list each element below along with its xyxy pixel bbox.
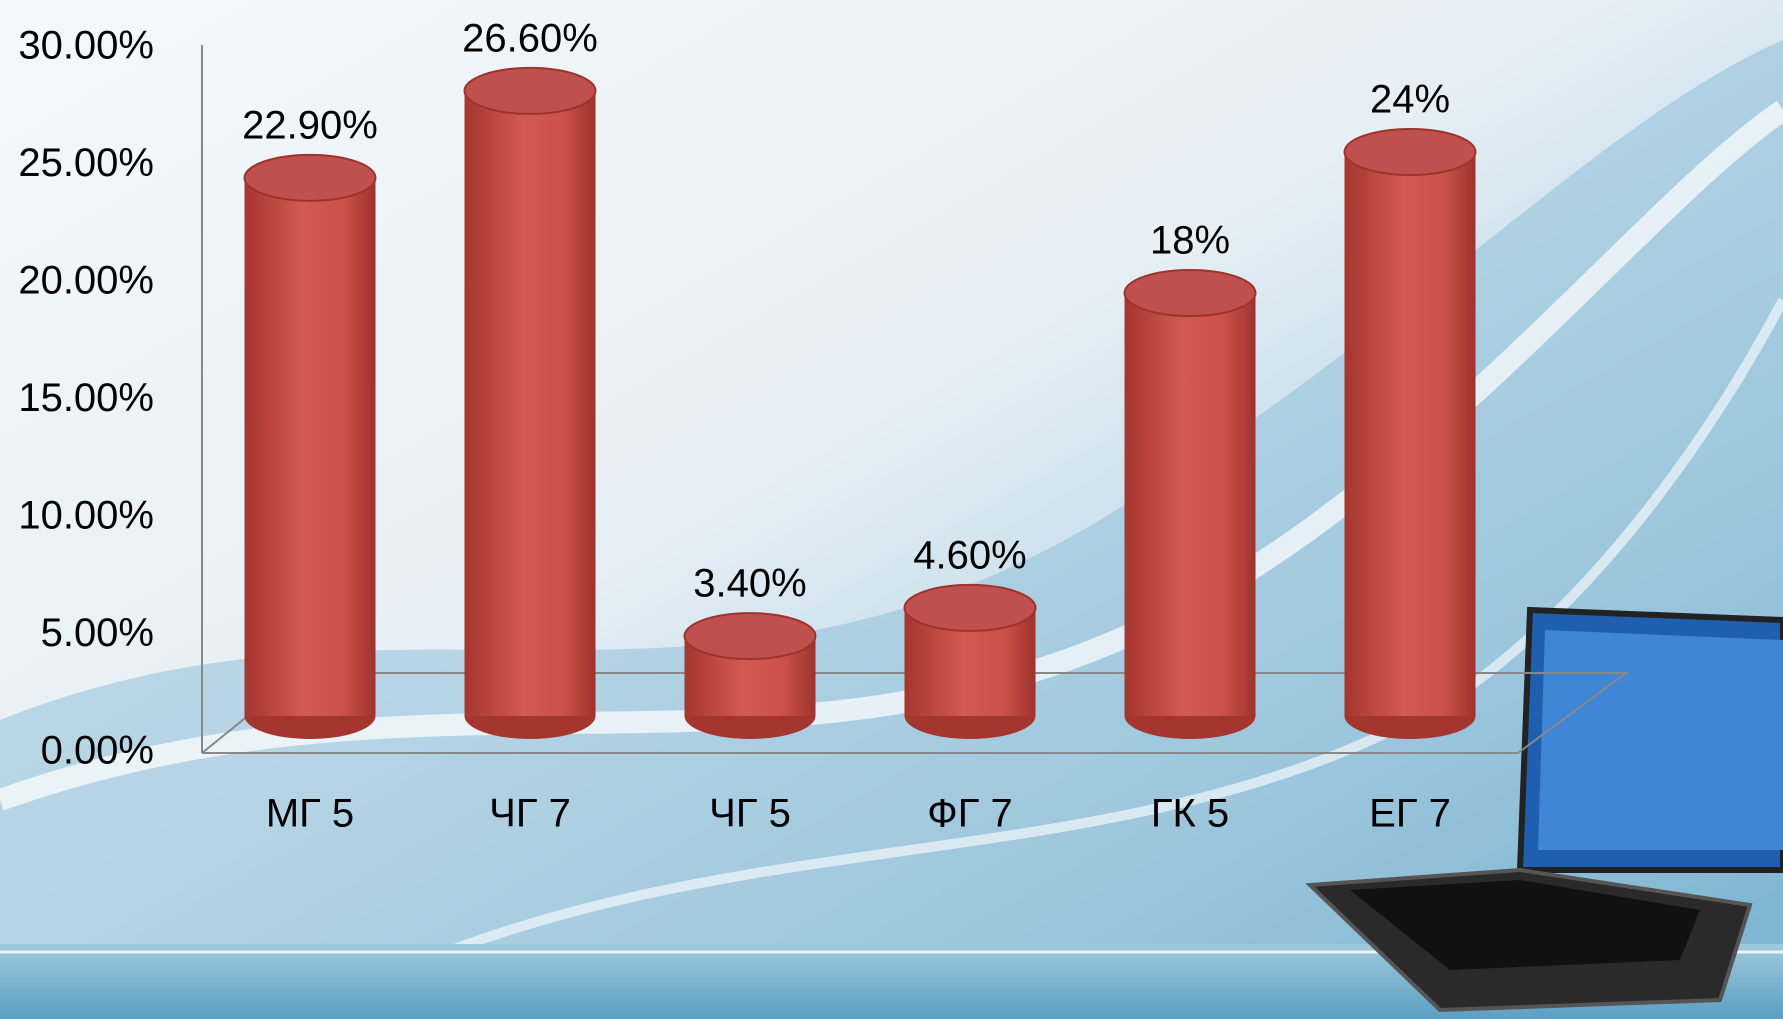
bar-top <box>1123 269 1257 317</box>
y-tick-label: 5.00% <box>41 611 154 655</box>
data-label: 26.60% <box>462 16 598 60</box>
bar-top <box>683 612 817 661</box>
x-tick-label: ГК 5 <box>1151 792 1229 836</box>
y-tick-label: 30.00% <box>18 24 154 68</box>
data-label: 3.40% <box>693 562 806 606</box>
x-tick-label: ФГ 7 <box>927 792 1012 836</box>
data-label: 24% <box>1370 78 1450 122</box>
data-label: 22.90% <box>242 103 378 147</box>
x-tick-label: МГ 5 <box>266 792 354 836</box>
bar-top <box>243 153 377 202</box>
y-tick-label: 0.00% <box>41 729 154 773</box>
y-tick-label: 10.00% <box>18 494 154 538</box>
laptop <box>1305 606 1783 1013</box>
x-tick-label: ЕГ 7 <box>1369 792 1451 836</box>
bar-top <box>1343 128 1477 176</box>
bar <box>1344 152 1476 716</box>
x-tick-label: ЧГ 5 <box>709 792 791 836</box>
x-tick-label: ЧГ 7 <box>489 792 571 836</box>
bar-top <box>463 66 597 115</box>
y-tick-label: 15.00% <box>18 376 154 420</box>
y-tick-label: 25.00% <box>18 141 154 185</box>
bar <box>464 90 596 716</box>
data-label: 18% <box>1150 219 1230 263</box>
background-swoosh <box>297 297 1783 1019</box>
bar <box>244 177 376 717</box>
y-tick-label: 20.00% <box>18 259 154 303</box>
data-label: 4.60% <box>913 533 1026 577</box>
background-swoosh <box>0 40 1783 1019</box>
bar <box>1124 293 1256 716</box>
bar-top <box>903 583 1037 632</box>
